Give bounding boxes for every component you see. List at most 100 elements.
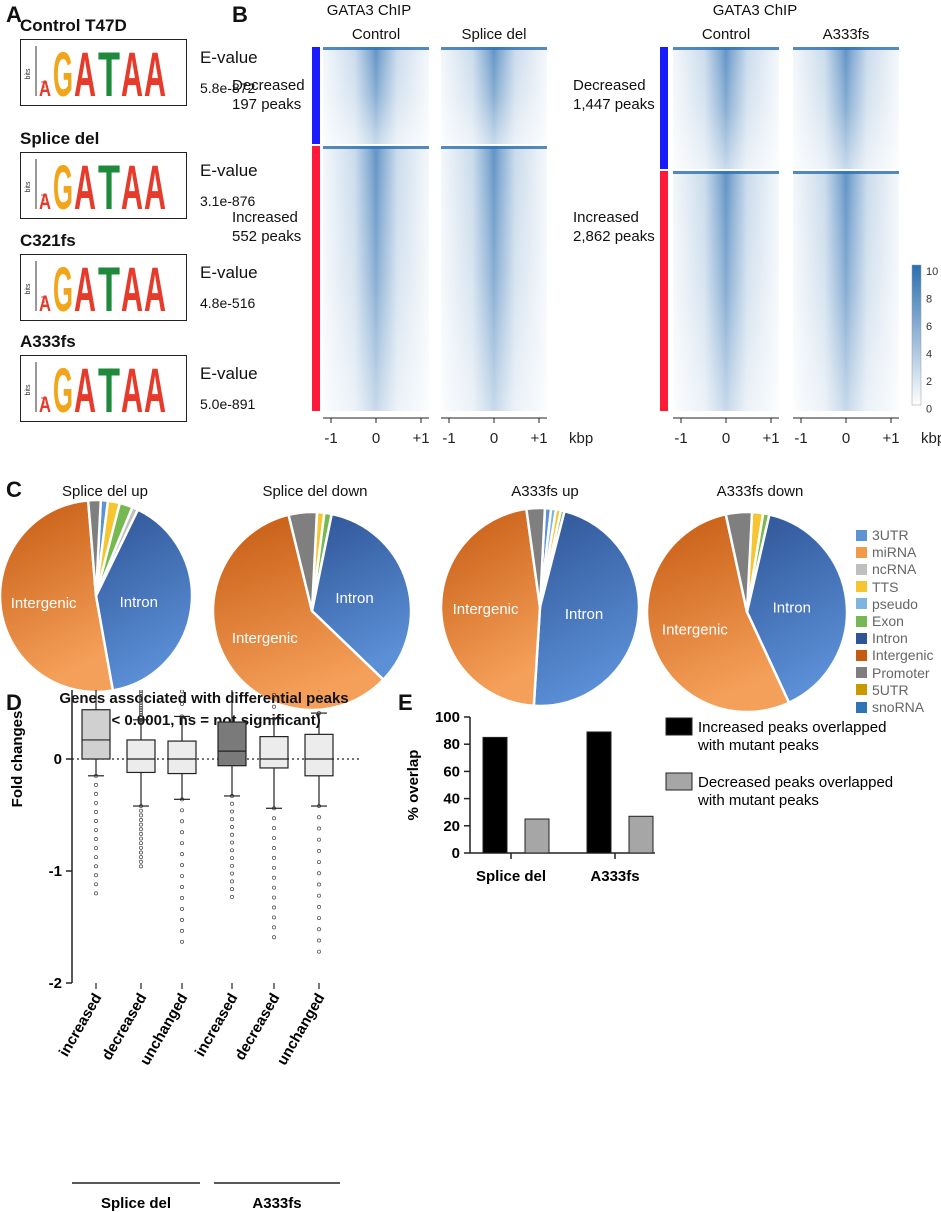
outlier-point xyxy=(230,825,234,829)
legend-swatch xyxy=(856,667,867,679)
box xyxy=(217,721,247,767)
outlier-point xyxy=(230,840,234,845)
outlier-point xyxy=(180,830,184,835)
outlier-point xyxy=(272,816,276,821)
outlier-point xyxy=(94,855,98,860)
legend-item: TTS xyxy=(856,579,898,595)
outlier-point xyxy=(139,808,143,813)
outlier-point xyxy=(94,873,98,878)
pie-slice-label: Intron xyxy=(773,599,811,616)
outlier-point xyxy=(180,939,184,944)
outlier-point xyxy=(272,826,276,831)
outlier-point xyxy=(317,860,321,864)
legend-label: Promoter xyxy=(872,664,930,681)
outlier-point xyxy=(272,905,276,910)
legend-item: ncRNA xyxy=(856,561,916,577)
pie-chart: Intron Intergenic xyxy=(439,506,641,708)
legend-item: Promoter xyxy=(856,665,930,681)
logo-letter: A xyxy=(121,356,143,421)
increased-peaks-label: Increased 552 peaks xyxy=(232,208,301,246)
heatmap xyxy=(793,47,899,411)
logo-axis-label: bits xyxy=(25,283,32,294)
outlier-point xyxy=(317,938,321,943)
heatmap-fade xyxy=(673,47,779,169)
pie-slice-label: Intergenic xyxy=(453,601,519,618)
logo-letter: A xyxy=(74,40,96,105)
outlier-point xyxy=(317,815,321,820)
legend-swatch xyxy=(665,717,693,736)
y-tick-label: 80 xyxy=(443,736,460,753)
pie-slice-promoter xyxy=(86,498,103,597)
heatmap-column-label: Control xyxy=(701,26,751,43)
heatmap-top-band xyxy=(441,146,547,149)
legend-label: snoRNA xyxy=(872,699,925,715)
bar-decreased xyxy=(524,818,550,854)
outlier-point xyxy=(139,703,143,708)
colorbar-gradient xyxy=(911,264,922,406)
heatmap-top-band xyxy=(793,47,899,50)
decreased-peaks-label: Decreased 1,447 peaks xyxy=(573,76,655,114)
logo-letter: A xyxy=(144,255,166,320)
legend-item: Intron xyxy=(856,630,908,646)
outlier-point xyxy=(139,864,143,869)
outlier-point xyxy=(139,813,143,818)
pie-slice-promoter xyxy=(524,506,547,608)
outlier-point xyxy=(139,827,143,832)
x-tick-label: -1 xyxy=(794,430,807,447)
outlier-point xyxy=(317,837,321,842)
logo-letter: G xyxy=(53,153,73,218)
y-axis-label: Fold changes xyxy=(9,711,26,808)
decreased-peaks-label: Decreased 197 peaks xyxy=(232,76,305,114)
logo-letter: A xyxy=(39,392,51,417)
outlier-point xyxy=(94,837,98,842)
outlier-point xyxy=(317,916,321,920)
outlier-point xyxy=(180,885,184,889)
outlier-point xyxy=(94,846,98,851)
legend-item: 5UTR xyxy=(856,682,909,698)
y-tick-label: -1 xyxy=(49,863,62,880)
evalue-label: E-value xyxy=(200,48,258,67)
pie-slice-promoter xyxy=(724,510,754,613)
legend-swatch xyxy=(856,649,867,661)
y-tick-label: 0 xyxy=(54,751,62,768)
colorbar-tick: 10 xyxy=(926,266,938,278)
logo-axis-label: bits xyxy=(25,384,32,395)
outlier-point xyxy=(94,891,98,896)
heatmap-fade xyxy=(673,171,779,411)
y-tick-label: 20 xyxy=(443,818,460,835)
outlier-point xyxy=(180,863,184,868)
logo-letter-small: T xyxy=(41,80,47,90)
logo-letter: G xyxy=(53,356,73,421)
panel-d-boxplot: Genes associated with differential peaks… xyxy=(0,690,400,1212)
legend-label: ncRNA xyxy=(872,561,917,578)
outlier-point xyxy=(94,864,98,869)
logo-letter-small: T xyxy=(41,193,47,203)
pie-slice-label: Intron xyxy=(335,590,373,607)
pie-slice-intron xyxy=(532,509,641,708)
heatmap-top-band xyxy=(793,171,899,174)
outlier-point xyxy=(272,925,276,930)
evalue-value: 3.1e-876 xyxy=(200,193,256,209)
box xyxy=(304,733,334,777)
increased-count: 552 peaks xyxy=(232,228,302,245)
logo-letter: T xyxy=(98,153,120,218)
outlier-point xyxy=(317,949,321,954)
outlier-point xyxy=(180,701,184,706)
motif-title: A333fs xyxy=(20,332,76,351)
group-label: A333fs xyxy=(252,1195,301,1212)
motif-logo-box: bits A G A T A A T xyxy=(20,355,187,427)
outlier-point xyxy=(272,692,276,697)
logo-letter: A xyxy=(144,356,166,421)
decreased-count: 197 peaks xyxy=(232,96,302,113)
y-tick-label: -2 xyxy=(49,975,62,992)
decreased-cluster-bar xyxy=(312,47,320,144)
legend-item: Intergenic xyxy=(856,647,933,663)
decreased-count: 1,447 peaks xyxy=(573,96,655,113)
outlier-point xyxy=(180,917,184,922)
panel-letter-a: A xyxy=(6,2,22,27)
logo-letter: A xyxy=(74,255,96,320)
outlier-point xyxy=(230,856,234,860)
